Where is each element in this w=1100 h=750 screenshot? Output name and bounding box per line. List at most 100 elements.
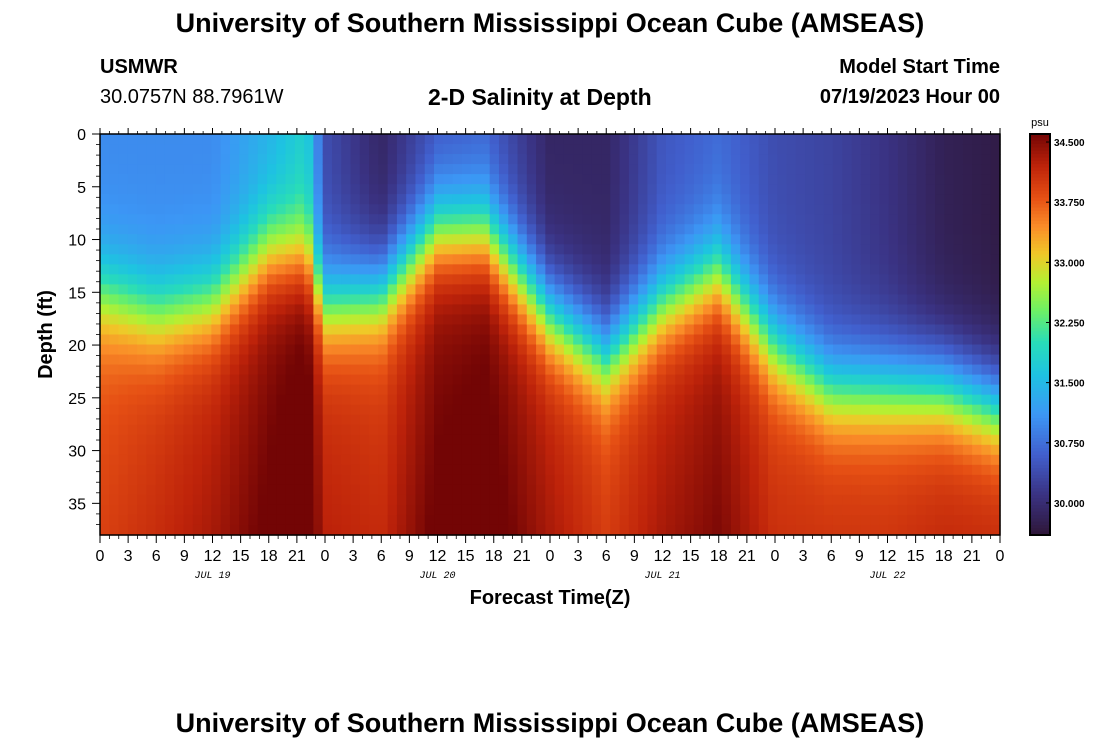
- heatmap-cell: [832, 234, 843, 245]
- heatmap-cell: [638, 374, 649, 386]
- heatmap-cell: [628, 334, 639, 346]
- heatmap-cell: [962, 504, 973, 516]
- heatmap-cell: [619, 324, 630, 336]
- heatmap-cell: [452, 364, 463, 376]
- heatmap-cell: [304, 334, 314, 346]
- heatmap-cell: [823, 444, 834, 456]
- x-tick-label: 21: [738, 548, 756, 565]
- x-tick-label: 0: [996, 548, 1005, 565]
- heatmap-cell: [628, 394, 639, 406]
- heatmap-cell: [387, 274, 398, 285]
- heatmap-cell: [183, 184, 194, 195]
- heatmap-cell: [545, 454, 556, 466]
- heatmap-cell: [396, 284, 407, 296]
- heatmap-cell: [925, 324, 936, 336]
- heatmap-cell: [434, 314, 444, 326]
- heatmap-cell: [257, 254, 268, 265]
- heatmap-cell: [322, 524, 333, 536]
- heatmap-cell: [127, 464, 138, 476]
- heatmap-cell: [628, 514, 639, 526]
- heatmap-cell: [229, 524, 240, 536]
- heatmap-cell: [517, 444, 528, 456]
- heatmap-cell: [304, 254, 314, 265]
- heatmap-cell: [229, 264, 240, 275]
- heatmap-cell: [471, 204, 482, 215]
- heatmap-cell: [331, 134, 342, 145]
- heatmap-cell: [795, 504, 806, 516]
- heatmap-cell: [601, 344, 611, 356]
- heatmap-cell: [489, 414, 500, 426]
- heatmap-cell: [498, 364, 509, 376]
- heatmap-cell: [127, 144, 138, 155]
- heatmap-cell: [786, 334, 797, 346]
- heatmap-cell: [897, 294, 908, 306]
- colorbar-segment: [1030, 397, 1050, 402]
- heatmap-cell: [155, 384, 166, 396]
- heatmap-cell: [331, 384, 342, 396]
- heatmap-cell: [684, 364, 695, 376]
- heatmap-cell: [331, 504, 342, 516]
- heatmap-cell: [962, 204, 973, 215]
- heatmap-cell: [601, 404, 611, 416]
- heatmap-cell: [322, 174, 333, 185]
- heatmap-cell: [192, 244, 203, 255]
- heatmap-cell: [480, 304, 491, 316]
- heatmap-cell: [424, 174, 435, 185]
- heatmap-cell: [740, 294, 751, 306]
- heatmap-cell: [601, 254, 611, 265]
- heatmap-cell: [118, 274, 129, 285]
- heatmap-cell: [396, 164, 407, 175]
- heatmap-cell: [665, 214, 676, 225]
- heatmap-cell: [842, 244, 853, 255]
- heatmap-cell: [378, 264, 389, 275]
- heatmap-cell: [220, 134, 231, 145]
- heatmap-cell: [758, 494, 769, 506]
- heatmap-cell: [294, 154, 305, 165]
- heatmap-cell: [675, 134, 686, 145]
- heatmap-cell: [508, 374, 519, 386]
- heatmap-cell: [434, 394, 444, 406]
- heatmap-cell: [638, 234, 649, 245]
- heatmap-cell: [480, 174, 491, 185]
- colorbar-segment: [1030, 428, 1050, 433]
- heatmap-cell: [434, 244, 444, 255]
- heatmap-cell: [805, 274, 816, 285]
- heatmap-cell: [517, 274, 528, 285]
- heatmap-cell: [962, 374, 973, 386]
- heatmap-cell: [526, 294, 537, 306]
- heatmap-cell: [851, 164, 862, 175]
- heatmap-cell: [842, 194, 853, 205]
- heatmap-cell: [164, 204, 175, 215]
- heatmap-cell: [211, 244, 222, 255]
- heatmap-cell: [304, 164, 314, 175]
- heatmap-cell: [870, 404, 880, 416]
- heatmap-cell: [721, 394, 732, 406]
- heatmap-cell: [471, 454, 482, 466]
- heatmap-cell: [712, 294, 723, 306]
- heatmap-cell: [294, 174, 305, 185]
- heatmap-cell: [118, 134, 129, 145]
- heatmap-cell: [350, 324, 361, 336]
- heatmap-cell: [498, 444, 509, 456]
- heatmap-cell: [164, 134, 175, 145]
- heatmap-cell: [582, 444, 593, 456]
- heatmap-cell: [155, 204, 166, 215]
- heatmap-cell: [740, 454, 751, 466]
- heatmap-cell: [619, 214, 630, 225]
- heatmap-cell: [276, 234, 287, 245]
- heatmap-cell: [925, 494, 936, 506]
- heatmap-cell: [434, 144, 444, 155]
- heatmap-cell: [285, 214, 296, 225]
- heatmap-cell: [202, 274, 212, 285]
- heatmap-cell: [434, 374, 444, 386]
- heatmap-cell: [907, 354, 918, 366]
- heatmap-cell: [693, 444, 704, 456]
- colorbar-segment: [1030, 371, 1050, 376]
- heatmap-cell: [304, 274, 314, 285]
- heatmap-cell: [313, 394, 324, 406]
- heatmap-cell: [536, 304, 546, 316]
- heatmap-cell: [601, 134, 611, 145]
- heatmap-cell: [925, 184, 936, 195]
- heatmap-cell: [619, 494, 630, 506]
- x-tick-label: 12: [429, 548, 447, 565]
